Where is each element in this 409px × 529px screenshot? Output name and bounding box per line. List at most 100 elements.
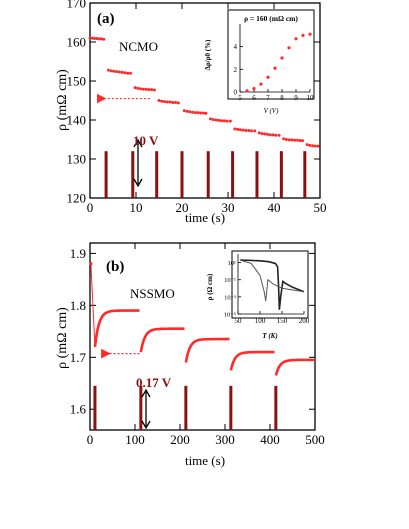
y-tick-label: 150 <box>67 74 87 89</box>
inset-x-tick-label: 100 <box>255 317 266 325</box>
data-point <box>97 37 101 41</box>
relaxation-curve <box>184 337 230 363</box>
data-point <box>144 87 148 91</box>
data-point <box>293 138 297 142</box>
relaxation-curve <box>229 350 275 371</box>
y-tick-label: 160 <box>67 35 87 50</box>
panel-a-inset-y-axis-label: Δρ/ρ0 (%) <box>204 39 212 70</box>
data-point <box>133 86 137 90</box>
x-tick-label: 10 <box>130 200 143 215</box>
x-tick-label: 50 <box>314 200 327 215</box>
panel-b: (b) NSSMO 0 100 200 300 400 500 1.6 1.7 1.8 1.9 0… <box>55 242 325 468</box>
data-point <box>106 68 110 72</box>
data-point <box>308 143 312 147</box>
panel-a-inset-ticks: 5 6 7 8 9 10 0 2 4 <box>234 24 315 102</box>
data-point <box>191 110 195 114</box>
panel-a-x-axis-label: time (s) <box>185 210 225 225</box>
x-tick-label: 100 <box>125 432 145 447</box>
relaxation-curve <box>93 309 140 348</box>
data-point <box>217 118 221 122</box>
data-point <box>185 109 189 113</box>
data-point <box>157 99 161 102</box>
data-point <box>102 37 106 41</box>
panel-a-inset-frame <box>227 9 315 100</box>
x-tick-label: 40 <box>268 200 281 215</box>
data-point <box>117 70 121 74</box>
data-point <box>160 99 164 103</box>
x-tick-label: 20 <box>176 200 189 215</box>
data-point <box>174 100 178 104</box>
inset-y-tick-label: 2 <box>234 66 238 74</box>
data-point <box>88 36 92 40</box>
data-point <box>282 137 286 141</box>
data-point <box>123 71 127 75</box>
data-point <box>209 117 213 121</box>
inset-x-tick-label: 9 <box>294 94 298 102</box>
relaxation-curve <box>274 358 315 376</box>
panel-a-sample-label: NCMO <box>119 39 158 54</box>
y-tick-label: 1.7 <box>70 350 87 365</box>
data-point <box>228 119 232 123</box>
relaxation-curve <box>139 327 185 353</box>
panel-b-y-axis-label: ρ (mΩ cm) <box>55 307 70 369</box>
data-point <box>305 143 309 147</box>
inset-y-tick-label: 10⁻¹ <box>224 277 236 284</box>
data-point <box>271 133 275 137</box>
data-point <box>90 36 94 40</box>
inset-data-point <box>266 75 270 79</box>
initial-drop <box>90 263 96 347</box>
data-point <box>202 111 206 115</box>
y-tick-label: 120 <box>67 191 87 206</box>
panel-b-ticks: 0 100 200 300 400 500 1.6 1.7 1.8 1.9 <box>70 243 325 447</box>
panel-a-pulse-height-arrowheads <box>133 138 143 188</box>
y-tick-label: 1.6 <box>70 402 87 417</box>
data-point <box>222 119 226 123</box>
panel-b-pulses <box>93 385 278 430</box>
inset-x-tick-label: 7 <box>266 94 270 102</box>
x-tick-label: 0 <box>87 200 94 215</box>
data-point <box>316 144 320 148</box>
data-point <box>236 127 240 131</box>
data-point <box>241 128 245 132</box>
data-point <box>171 100 175 104</box>
x-tick-label: 30 <box>222 200 235 215</box>
data-point <box>139 87 143 91</box>
data-point <box>268 133 272 137</box>
inset-x-tick-label: 10 <box>307 94 315 102</box>
panel-a-pulses <box>104 151 307 198</box>
panel-a-y-axis-label: ρ (mΩ cm) <box>55 69 70 131</box>
data-point <box>311 144 315 148</box>
data-point <box>225 119 229 123</box>
panel-a-inset-data <box>245 32 312 93</box>
x-tick-label: 500 <box>305 432 325 447</box>
panel-b-inset-ticks: 50 100 150 200 10¹ 10⁻¹ 10⁻³ 10⁻⁵ <box>224 254 310 325</box>
data-point <box>115 70 119 74</box>
data-point <box>188 110 192 114</box>
panel-a-pulse-label: 10 V <box>133 133 159 148</box>
panel-a-label: (a) <box>97 11 115 27</box>
inset-x-tick-label: 50 <box>235 317 243 325</box>
panel-b-inset-x-axis-label: T (K) <box>262 332 277 340</box>
data-point <box>199 111 203 115</box>
x-tick-label: 300 <box>215 432 235 447</box>
x-tick-label: 400 <box>260 432 280 447</box>
data-point <box>196 111 200 115</box>
data-point <box>290 138 294 142</box>
panel-a-inset-x-axis-label: V (V) <box>264 107 280 115</box>
inset-data-point <box>245 89 249 93</box>
inset-y-tick-label: 10⁻³ <box>224 294 236 301</box>
data-point <box>136 86 140 90</box>
inset-y-tick-label: 10¹ <box>228 260 237 267</box>
data-point <box>109 69 113 73</box>
inset-data-point <box>280 56 284 60</box>
data-point <box>233 127 237 131</box>
panel-b-data <box>89 262 315 376</box>
y-tick-label: 1.9 <box>70 246 86 261</box>
data-point <box>93 36 97 40</box>
data-point <box>193 111 197 115</box>
inset-y-tick-label: 0 <box>234 89 238 97</box>
data-point <box>163 100 167 104</box>
data-point <box>284 138 288 141</box>
